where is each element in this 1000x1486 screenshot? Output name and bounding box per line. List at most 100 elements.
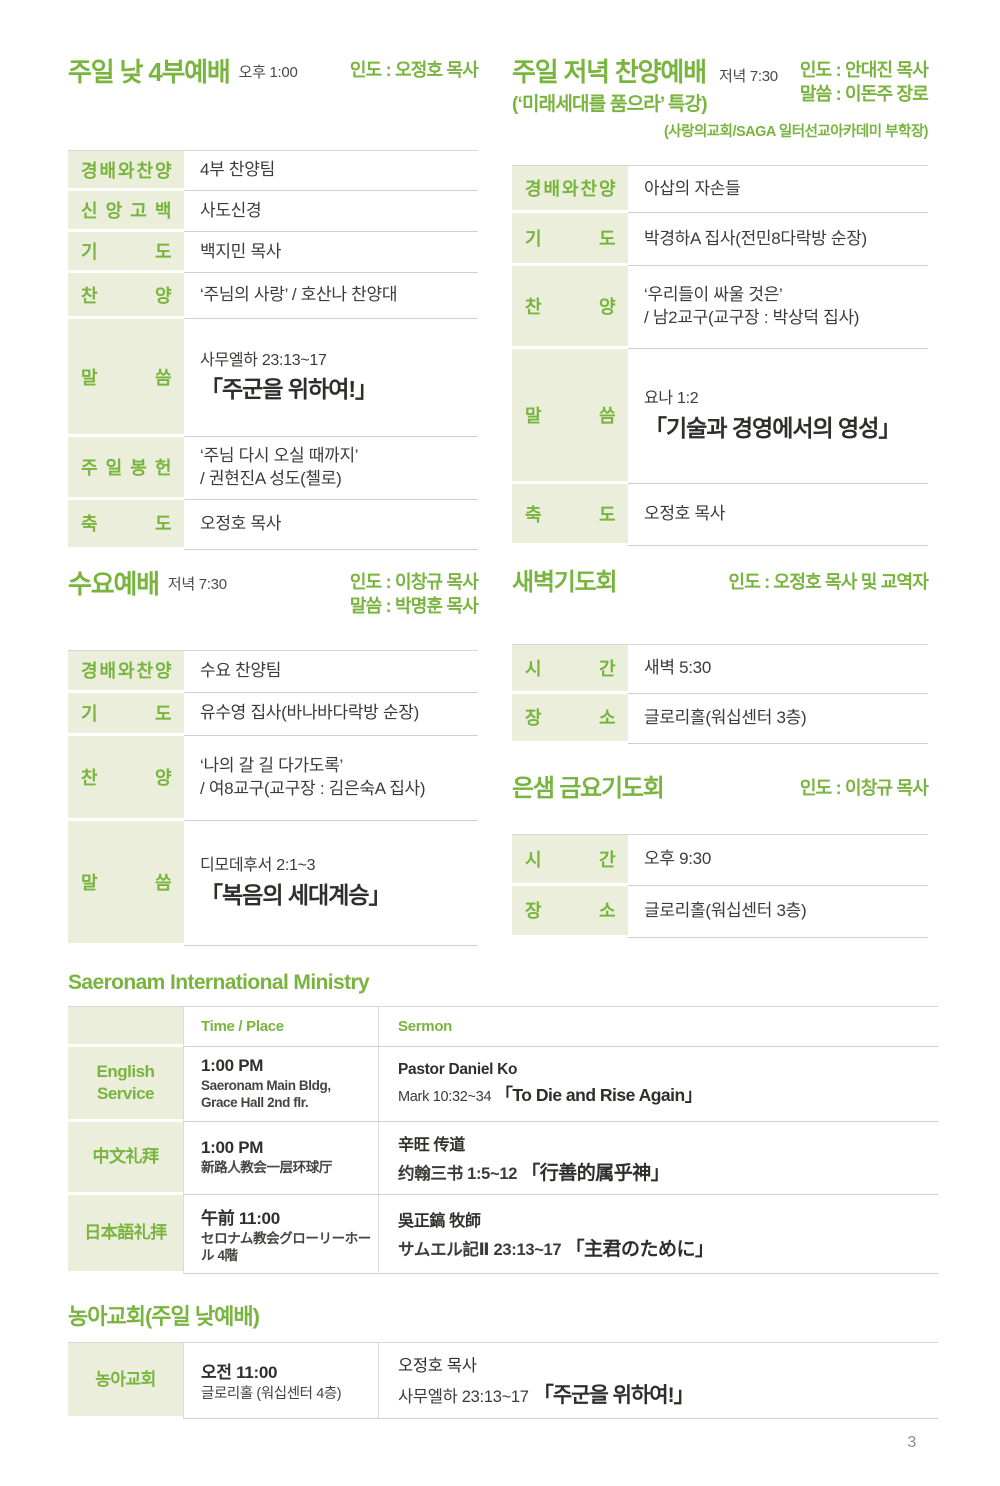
preacher: 吳正鎬 牧師 (398, 1213, 481, 1230)
row-text: ‘우리들이 싸울 것은’ (644, 285, 783, 305)
header-cell-time-place: Time / Place (183, 1006, 379, 1047)
sermon-scripture: 사무엘하 23:13~17 (398, 1388, 529, 1407)
section-title: 수요예배 (68, 568, 160, 599)
section-title: 주일 저녁 찬양예배 (512, 57, 707, 87)
row-text: 아삽의 자손들 (644, 178, 741, 198)
section-title: 은샘 금요기도회 (512, 774, 665, 802)
sermon-scripture: 요나 1:2 (644, 390, 699, 408)
section-deaf-church: 농아교회(주일 낮예배) 농아교회 오전 11:00 글로리홀 (워십센터 4층… (68, 1299, 938, 1420)
row-label: 日本語礼拝 (68, 1194, 183, 1275)
row-text-2: / 권현진A 성도(첼로) (200, 468, 342, 488)
section-subtitle: (‘미래세대를 품으라’ 특강) (512, 93, 708, 115)
sermon-title: 「복음의 세대계승」 (200, 881, 392, 908)
section-title: Saeronam International Ministry (68, 970, 370, 994)
sermon-title: 「기술과 경영에서의 영성」 (644, 414, 901, 441)
service-time: 저녁 7:30 (167, 575, 227, 593)
deaf-church-table: 농아교회 오전 11:00 글로리홀 (워십센터 4층) 오정호 목사 사무엘하… (68, 1342, 938, 1420)
service-place: セロナム教会グローリーホール 4階 (201, 1230, 371, 1263)
service-leader: 인도 : 오정호 목사 및 교역자 (728, 571, 928, 592)
sermon-scripture: 디모데후서 2:1~3 (200, 857, 316, 875)
sermon-title: 「주군을 위하여!」 (532, 1384, 695, 1408)
section-title: 주일 낮 4부예배 (68, 57, 231, 87)
row-text: ‘나의 갈 길 다가도록’ (200, 755, 343, 775)
service-time: 오전 11:00 (201, 1363, 278, 1383)
row-text: 오정호 목사 (644, 504, 726, 524)
row-text: 4부 찬양팀 (200, 160, 275, 180)
table-row-english-service: English Service 1:00 PM Saeronam Main Bl… (68, 1046, 938, 1122)
section-sunday-evening-service: 주일 저녁 찬양예배 저녁 7:30 (‘미래세대를 품으라’ 특강) 인도 :… (512, 57, 929, 550)
row-text: 백지민 목사 (200, 241, 282, 261)
row-text: 유수영 집사(바나바다락방 순장) (200, 703, 419, 723)
service-speaker: 말씀 : 박명훈 목사 (349, 596, 479, 617)
service-place: Saeronam Main Bldg, (201, 1077, 331, 1093)
preacher: 오정호 목사 (398, 1357, 477, 1376)
row-text: 새벽 5:30 (644, 658, 711, 678)
service-time: 오후 1:00 (238, 64, 298, 81)
service-place: 글로리홀 (워십센터 4층) (201, 1386, 342, 1403)
section-title: 새벽기도회 (512, 568, 618, 596)
service-leader: 인도 : 안대진 목사 (799, 60, 929, 80)
row-text: ‘주님의 사랑’ / 호산나 찬양대 (200, 285, 398, 305)
service-leader: 인도 : 이창규 목사 (349, 571, 479, 592)
row-label: English Service (68, 1046, 183, 1122)
table-row-chinese-service: 中文礼拜 1:00 PM 新路人教会一层环球厅 辛旺 传道 约翰三书 1:5~1… (68, 1121, 938, 1195)
section-header: 은샘 금요기도회 인도 : 이창규 목사 (512, 774, 929, 834)
speaker-note: (사랑의교회/SAGA 일터선교아카데미 부학장) (663, 123, 929, 140)
sermon-scripture: 사무엘하 23:13~17 (200, 351, 327, 369)
sermon-scripture: 约翰三书 1:5~12 (398, 1164, 518, 1183)
header-cell-sermon: Sermon (379, 1007, 938, 1047)
section-header: 주일 낮 4부예배 오후 1:00 인도 : 오정호 목사 (68, 57, 479, 150)
row-label: 中文礼拜 (68, 1121, 183, 1195)
table-row-deaf-church: 농아교회 오전 11:00 글로리홀 (워십센터 4층) 오정호 목사 사무엘하… (68, 1343, 938, 1420)
preacher: Pastor Daniel Ko (398, 1060, 518, 1078)
section-header: 새벽기도회 인도 : 오정호 목사 및 교역자 (512, 568, 929, 644)
row-text: 수요 찬양팀 (200, 660, 282, 680)
section-header: 주일 저녁 찬양예배 저녁 7:30 (‘미래세대를 품으라’ 특강) 인도 :… (512, 57, 929, 165)
table-header-row: Time / Place Sermon (68, 1006, 938, 1047)
service-leader: 인도 : 오정호 목사 (349, 60, 479, 80)
service-speaker: 말씀 : 이돈주 장로 (799, 84, 929, 105)
table-row-japanese-service: 日本語礼拝 午前 11:00 セロナム教会グローリーホール 4階 吳正鎬 牧師 … (68, 1194, 938, 1275)
row-text-2: / 여8교구(교구장 : 김은숙A 집사) (200, 778, 426, 798)
section-title: 농아교회(주일 낮예배) (68, 1304, 260, 1330)
row-text: 글로리홀(워십센터 3층) (644, 707, 807, 727)
row-text: 글로리홀(워십센터 3층) (644, 900, 807, 920)
sermon-title: 「To Die and Rise Again」 (495, 1084, 702, 1105)
service-leader: 인도 : 이창규 목사 (799, 777, 929, 798)
